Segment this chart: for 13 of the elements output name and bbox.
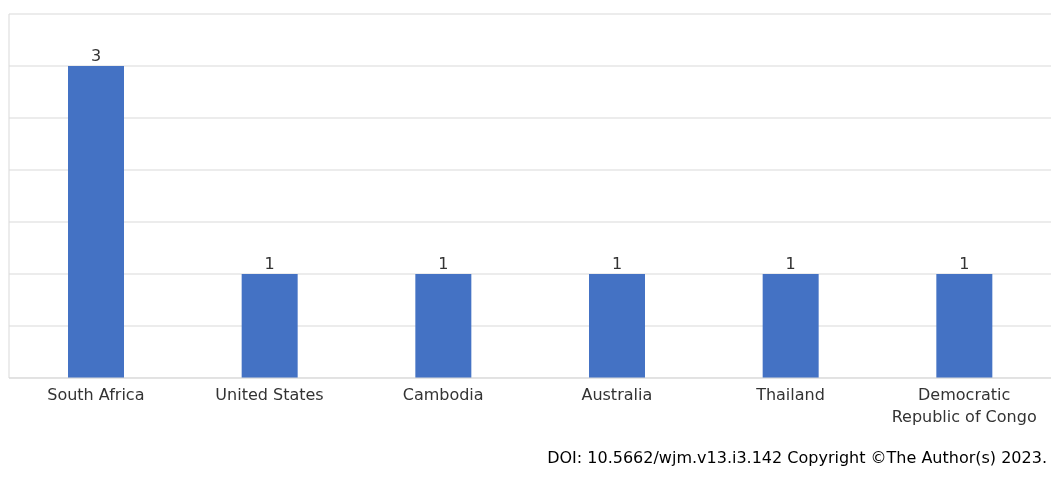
data-label: 1 xyxy=(611,254,623,273)
x-tick-label: Democratic Republic of Congo xyxy=(891,385,1037,426)
data-label: 1 xyxy=(959,254,970,273)
x-tick-label: United States xyxy=(215,385,324,404)
data-label: 3 xyxy=(90,46,102,65)
data-label: 1 xyxy=(785,254,796,273)
x-tick-label: South Africa xyxy=(47,385,145,404)
data-label: 1 xyxy=(438,254,449,273)
x-tick-label: Australia xyxy=(581,385,653,404)
x-tick-label: Thailand xyxy=(755,385,825,404)
text: DOI: 10.5662/wjm.v13.i3.142 Copyright ©The Author(s) 2023. xyxy=(546,448,1048,467)
data-label: 1 xyxy=(264,254,275,273)
x-tick-label: Cambodia xyxy=(402,385,484,404)
